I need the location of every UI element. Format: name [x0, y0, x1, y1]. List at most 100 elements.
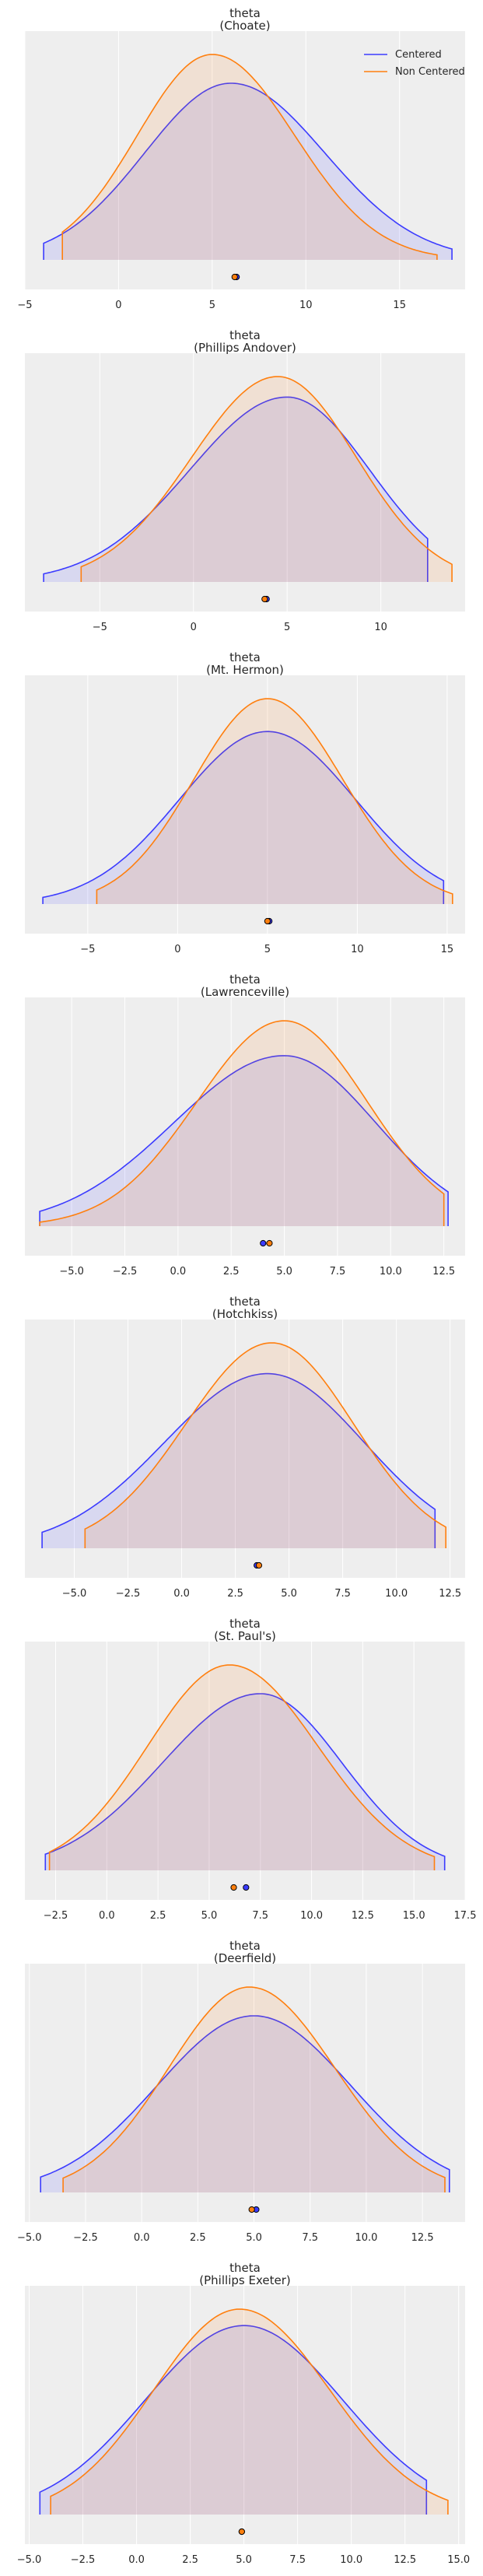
x-tick-label: 7.5 [289, 2554, 306, 2566]
x-tick-label: 10.0 [355, 2232, 377, 2244]
chart-panel-1: −5 0 5 10 15 theta(Choate) Centered Non Centere… [17, 6, 465, 311]
x-tick-label: 15.0 [403, 1910, 425, 1922]
x-tick-label: 2.5 [227, 1588, 243, 1600]
density-line-centered [39, 2325, 428, 2515]
x-tick-label: 5.0 [201, 1910, 218, 1922]
density-line-non-centered [50, 2308, 449, 2515]
x-tick-label: 7.5 [330, 1266, 346, 1277]
x-tick-label: 17.5 [454, 1910, 477, 1922]
density-fill-centered [42, 1373, 436, 1548]
density-fill-centered [43, 731, 444, 904]
chart-subtitle: (Mt. Hermon) [206, 663, 284, 677]
density-fill-non-centered [40, 1021, 444, 1226]
density-line-non-centered [48, 1664, 436, 1870]
x-tick-label: 10.0 [380, 1266, 402, 1277]
chart-title: theta [229, 1617, 261, 1631]
x-tick-label: 10.0 [300, 1910, 323, 1922]
mean-point-non-centered [264, 917, 271, 925]
mean-point-centered [260, 1239, 267, 1247]
x-tick-label: 0.0 [173, 1588, 190, 1600]
chart-title: theta [229, 2261, 261, 2275]
x-tick-label: −5.0 [62, 1588, 87, 1600]
x-tick-label: 10 [351, 944, 364, 955]
density-line-non-centered [84, 1342, 446, 1548]
mean-point-centered [243, 1884, 250, 1891]
x-tick-label: 5 [209, 300, 215, 311]
x-tick-label: 5 [284, 622, 290, 633]
chart-title: theta [229, 1295, 261, 1309]
x-tick-label: 2.5 [190, 2232, 206, 2244]
density-line-centered [40, 2015, 450, 2192]
chart-panel-3: −5 0 5 10 15 theta(Mt. Hermon) [25, 650, 465, 955]
x-tick-label: −2.5 [71, 2554, 96, 2566]
chart-subtitle: (Choate) [219, 19, 270, 33]
plot-area [25, 1642, 465, 1900]
density-line-non-centered [61, 54, 438, 260]
x-tick-label: −2.5 [113, 1266, 138, 1277]
density-fill-non-centered [51, 2309, 448, 2515]
x-tick-label: 15 [441, 944, 454, 955]
chart-title: theta [229, 6, 261, 20]
mean-point-non-centered [266, 1239, 273, 1247]
x-tick-label: −5 [93, 622, 107, 633]
x-tick-label: 10.0 [340, 2554, 362, 2566]
mean-point-non-centered [231, 273, 238, 281]
density-fill-centered [44, 397, 428, 582]
x-tick-label: 7.5 [252, 1910, 268, 1922]
density-fill-centered [44, 83, 453, 260]
chart-title: theta [229, 1939, 261, 1953]
plot-area [25, 675, 465, 934]
density-line-non-centered [39, 1020, 445, 1226]
chart-panel-7: −5.0 −2.5 0.0 2.5 5.0 7.5 10.0 12.5 theta(Deerfi… [17, 1939, 465, 2244]
x-tick-label: −5.0 [17, 2554, 42, 2566]
density-fill-centered [40, 2016, 450, 2192]
density-line-centered [43, 396, 429, 582]
x-tick-label: 0.0 [99, 1910, 115, 1922]
x-tick-label: 0.0 [128, 2554, 145, 2566]
density-fill-centered [40, 1055, 449, 1226]
density-fill-centered [45, 1694, 445, 1870]
chart-panel-6: −2.5 0.0 2.5 5.0 7.5 10.0 12.5 15.0 17.5 theta(St… [25, 1617, 476, 1922]
x-tick-label: 5.0 [281, 1588, 297, 1600]
mean-point-non-centered [248, 2206, 255, 2213]
plot-area [25, 31, 465, 289]
x-tick-label: −2.5 [116, 1588, 141, 1600]
x-tick-label: 0 [174, 944, 180, 955]
density-line-centered [39, 1055, 449, 1226]
x-tick-label: 12.5 [411, 2232, 434, 2244]
chart-title: theta [229, 328, 261, 342]
x-tick-label: 5.0 [236, 2554, 252, 2566]
x-tick-label: 10 [374, 622, 387, 633]
x-tick-label: 5.0 [246, 2232, 262, 2244]
x-tick-label: 15 [393, 300, 406, 311]
x-tick-label: 2.5 [150, 1910, 166, 1922]
density-line-centered [44, 1693, 446, 1870]
x-tick-label: 7.5 [302, 2232, 318, 2244]
density-line-centered [42, 731, 445, 904]
chart-panel-4: −5.0 −2.5 0.0 2.5 5.0 7.5 10.0 12.5 theta(Lawren… [25, 973, 465, 1277]
plot-area [25, 1320, 465, 1578]
x-tick-label: −5 [80, 944, 95, 955]
density-line-non-centered [96, 698, 453, 904]
chart-title: theta [229, 973, 261, 987]
x-tick-label: 15.0 [447, 2554, 470, 2566]
chart-subtitle: (St. Paul's) [214, 1629, 276, 1643]
legend-label: Non Centered [395, 66, 465, 78]
chart-panel-5: −5.0 −2.5 0.0 2.5 5.0 7.5 10.0 12.5 theta(Hotchk… [25, 1295, 465, 1600]
density-fill-centered [40, 2325, 427, 2515]
chart-subtitle: (Phillips Andover) [194, 341, 296, 355]
mean-point-non-centered [261, 595, 268, 603]
plot-area [25, 353, 465, 612]
mean-point-non-centered [238, 2528, 245, 2536]
mean-point-non-centered [255, 1561, 263, 1569]
x-tick-label: 10 [299, 300, 313, 311]
x-tick-label: 2.5 [223, 1266, 240, 1277]
x-tick-label: 2.5 [182, 2554, 198, 2566]
x-tick-label: 0.0 [170, 1266, 187, 1277]
x-tick-label: −5 [17, 300, 32, 311]
chart-title: theta [229, 650, 261, 664]
chart-panel-2: −5 0 5 10 theta(Phillips Andover) [25, 328, 465, 633]
x-tick-label: 5.0 [276, 1266, 292, 1277]
x-tick-label: 10.0 [385, 1588, 408, 1600]
x-tick-label: −2.5 [73, 2232, 98, 2244]
